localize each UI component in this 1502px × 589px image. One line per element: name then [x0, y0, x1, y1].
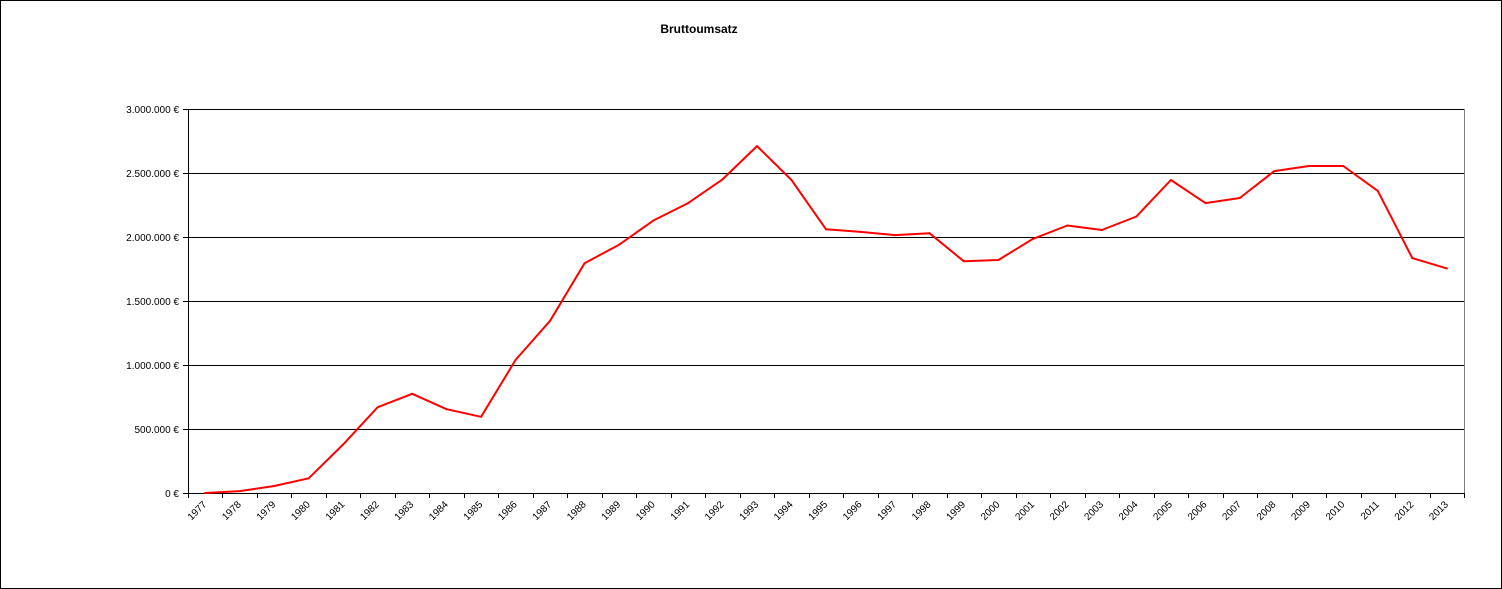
- data-point: [307, 477, 310, 480]
- chart-title: Bruttoumsatz: [660, 22, 738, 36]
- x-tick-label: 1996: [841, 499, 865, 523]
- data-point: [652, 219, 655, 222]
- x-tick-label: 2001: [1014, 499, 1038, 523]
- data-point: [928, 232, 931, 235]
- data-point: [687, 202, 690, 205]
- x-tick-label: 1990: [634, 499, 658, 523]
- x-tick-label: 1988: [565, 499, 589, 523]
- data-point: [1066, 224, 1069, 227]
- x-tick-label: 1986: [496, 499, 520, 523]
- data-point: [549, 319, 552, 322]
- x-tick-label: 2005: [1151, 499, 1175, 523]
- data-point: [756, 145, 758, 148]
- x-tick-label: 1995: [807, 499, 831, 523]
- x-tick-label: 1983: [393, 499, 417, 523]
- data-point: [962, 260, 965, 263]
- x-tick-label: 2003: [1083, 499, 1107, 523]
- data-point: [618, 243, 621, 246]
- data-point: [376, 406, 379, 409]
- data-point: [790, 179, 793, 181]
- data-point: [1135, 215, 1138, 218]
- x-tick-label: 1989: [600, 499, 624, 523]
- plot-area: [188, 109, 1465, 494]
- x-tick-label: 2007: [1220, 499, 1244, 523]
- data-point: [1031, 237, 1034, 240]
- x-tick-label: 1982: [358, 499, 382, 523]
- data-point: [1411, 257, 1414, 260]
- data-point: [825, 228, 827, 231]
- x-tick-label: 1998: [910, 499, 934, 523]
- data-point: [514, 358, 517, 361]
- data-point: [1100, 229, 1103, 231]
- gridlines: [188, 109, 1464, 430]
- x-tick-label: 1984: [427, 499, 451, 523]
- x-tick-label: 1981: [324, 499, 348, 523]
- data-point: [583, 262, 586, 265]
- x-tick-label: 1979: [255, 499, 279, 523]
- data-point: [894, 234, 896, 237]
- data-point: [1342, 165, 1345, 167]
- y-tick-label: 1.000.000 €: [126, 361, 179, 372]
- data-point: [342, 443, 345, 446]
- data-point: [1169, 179, 1172, 181]
- x-tick-label: 1999: [945, 499, 969, 523]
- data-point: [480, 415, 483, 418]
- x-tick-label: 1977: [186, 499, 210, 523]
- data-point: [1238, 197, 1241, 199]
- x-tick-label: 1985: [462, 499, 486, 523]
- data-point: [997, 259, 1000, 261]
- data-point: [721, 178, 724, 181]
- data-point: [445, 408, 448, 411]
- data-point: [1204, 202, 1207, 205]
- x-tick-label: 1987: [531, 499, 555, 523]
- data-point: [238, 490, 241, 493]
- data-point: [1376, 189, 1379, 192]
- y-tick-label: 2.000.000 €: [126, 233, 179, 244]
- series-line: [204, 145, 1448, 494]
- x-tick-label: 1980: [289, 499, 313, 523]
- x-tick-label: 2010: [1324, 499, 1348, 523]
- x-axis: 1977 1978 1979 1980 1981 1982 1983 1984 1985 1986…: [186, 493, 1465, 523]
- x-tick-label: 1993: [738, 499, 762, 523]
- x-tick-label: 2006: [1186, 499, 1210, 523]
- data-point: [1445, 267, 1448, 270]
- x-tick-label: 1997: [876, 499, 900, 523]
- x-tick-label: 2011: [1359, 499, 1382, 522]
- x-tick-label: 1978: [220, 499, 244, 523]
- x-tick-label: 2002: [1048, 499, 1072, 523]
- data-point: [1307, 165, 1310, 167]
- y-tick-label: 3.000.000 €: [126, 105, 179, 116]
- data-point: [204, 492, 207, 494]
- x-tick-label: 2008: [1255, 499, 1279, 523]
- x-tick-label: 2004: [1117, 499, 1141, 523]
- y-tick-label: 1.500.000 €: [126, 297, 179, 308]
- x-tick-label: 2000: [979, 499, 1003, 523]
- y-tick-label: 2.500.000 €: [126, 169, 179, 180]
- series-layer: [204, 145, 1448, 494]
- x-tick-label: 1991: [669, 499, 693, 523]
- x-tick-label: 2009: [1289, 499, 1313, 523]
- x-tick-label: 2013: [1427, 499, 1451, 523]
- data-point: [411, 392, 414, 395]
- x-tick-label: 2012: [1393, 499, 1417, 523]
- data-point: [1273, 170, 1276, 173]
- y-tick-label: 500.000 €: [135, 425, 180, 436]
- x-tick-label: 1992: [703, 499, 727, 523]
- y-axis: 0 € 500.000 € 1.000.000 € 1.500.000 € 2.000.…: [126, 105, 188, 500]
- data-point: [273, 485, 276, 487]
- x-tick-label: 1994: [772, 499, 796, 523]
- y-tick-label: 0 €: [165, 489, 179, 500]
- data-point: [859, 230, 862, 233]
